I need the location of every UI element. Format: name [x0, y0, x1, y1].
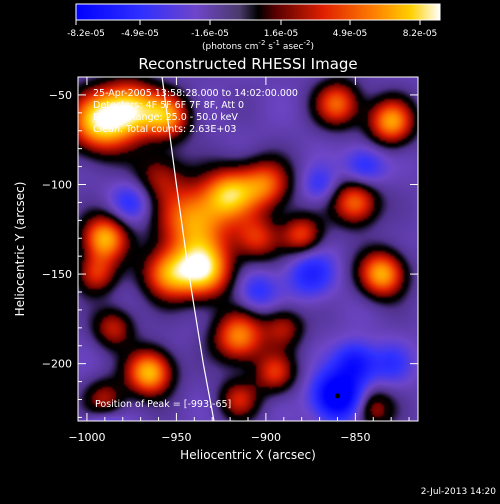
solar-limb-line	[161, 77, 215, 421]
peak-marker	[334, 393, 340, 399]
y-axis-title: Heliocentric Y (arcsec)	[13, 182, 27, 317]
colorbar: -8.2e-05 -4.9e-05 -1.6e-05 1.6e-05 4.9e-…	[67, 3, 441, 52]
colorbar-gradient	[75, 3, 441, 21]
y-tick-label: −50	[49, 89, 72, 102]
y-tick-label: −150	[42, 268, 72, 281]
peak-position-label: Position of Peak = [-993,-65]	[95, 399, 231, 410]
annotation-total-counts: Clean. Total counts: 2.63E+03	[93, 124, 236, 135]
annotation-detectors: Detectors: 4F 5F 6F 7F 8F, Att 0	[93, 100, 244, 111]
chart-title: Reconstructed RHESSI Image	[138, 55, 357, 73]
x-tick-label: −900	[251, 431, 281, 444]
y-tick-label: −100	[42, 179, 72, 192]
y-tick-label: −200	[42, 358, 72, 371]
annotation-time-range: 25-Apr-2005 13:58:28.000 to 14:02:00.000	[93, 88, 298, 99]
timestamp: 2-Jul-2013 14:20	[421, 487, 497, 497]
annotation-energy-range: Energy Range: 25.0 - 50.0 keV	[93, 112, 238, 123]
colorbar-tick-label: 1.6e-05	[264, 29, 299, 39]
x-tick-label: −850	[340, 431, 370, 444]
heatmap-image	[78, 77, 418, 421]
colorbar-tick-label: -4.9e-05	[121, 29, 159, 39]
x-tick-label: −1000	[68, 431, 105, 444]
colorbar-tick-label: 4.9e-05	[333, 29, 368, 39]
heatmap-area	[78, 77, 418, 421]
colorbar-tick-label: 8.2e-05	[403, 29, 438, 39]
x-axis-title: Heliocentric X (arcsec)	[180, 448, 316, 462]
axes: −1000 −950 −900 −850 −50 −100 −150 −200	[42, 77, 418, 444]
x-tick-label: −950	[161, 431, 191, 444]
colorbar-units: (photons cm-2 s-1 asec-2)	[202, 39, 314, 52]
colorbar-tick-label: -8.2e-05	[67, 29, 105, 39]
colorbar-tick-label: -1.6e-05	[191, 29, 229, 39]
